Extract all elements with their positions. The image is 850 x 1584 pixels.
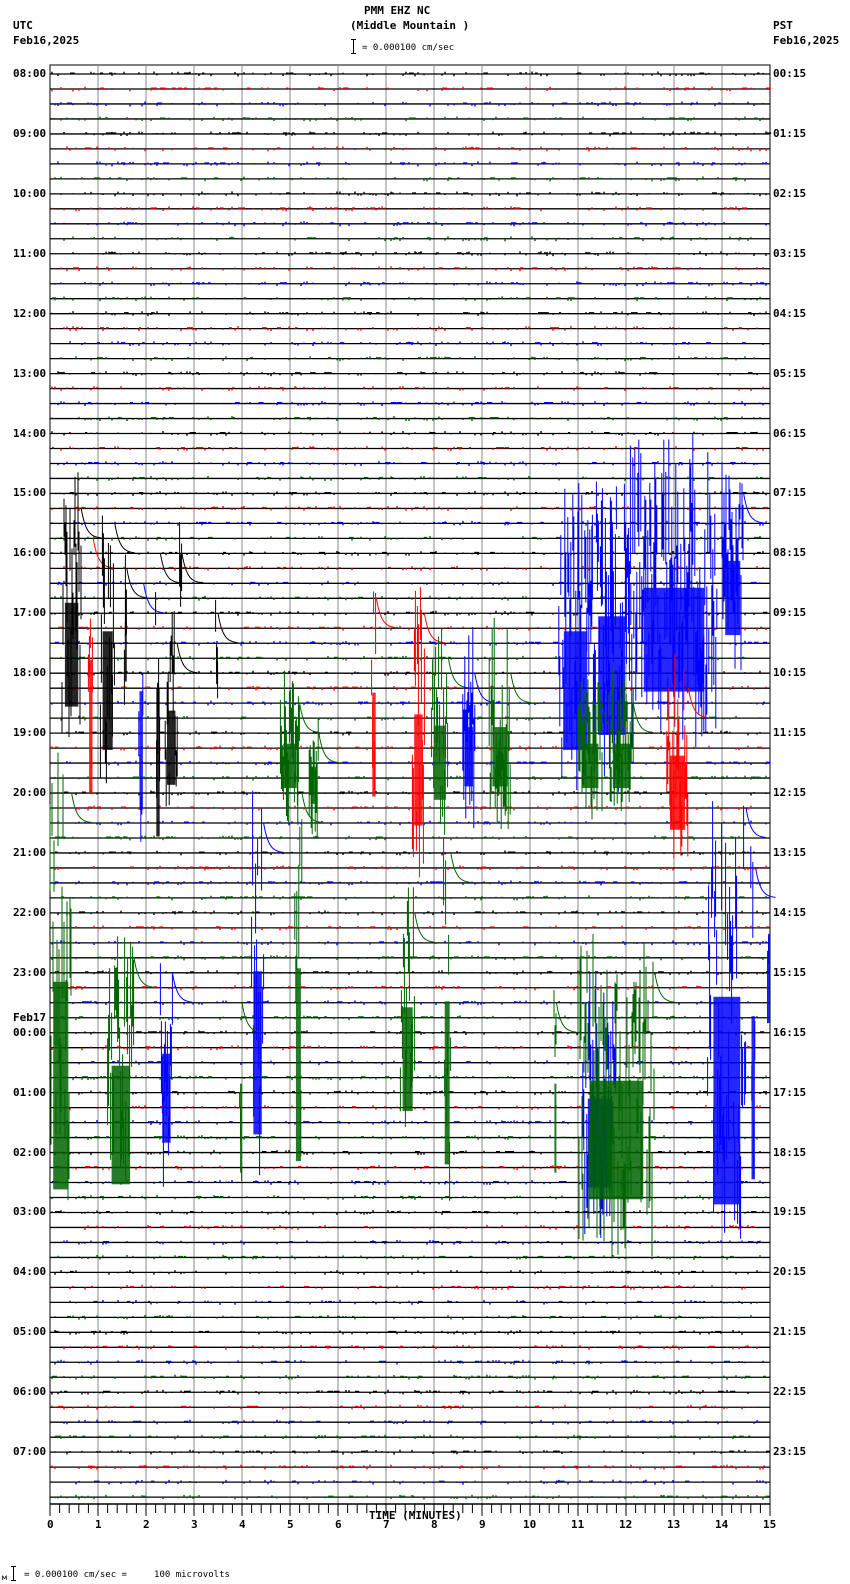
- date-change-label: Feb17: [13, 1010, 47, 1024]
- pst-hour-label: 00:15: [773, 67, 807, 80]
- utc-hour-label: 16:00: [13, 546, 47, 560]
- pst-hour-label: 08:15: [773, 546, 807, 560]
- left-timezone: UTC: [13, 19, 33, 32]
- pst-hour-label: 19:15: [773, 1205, 807, 1219]
- station-title: PMM EHZ NC: [364, 4, 431, 17]
- right-date: Feb16,2025: [773, 34, 840, 47]
- pst-hour-label: 06:15: [773, 426, 807, 440]
- pst-hour-label: 01:15: [773, 126, 807, 140]
- x-tick-label: 14: [715, 1518, 729, 1531]
- utc-hour-label: 07:00: [13, 1445, 47, 1459]
- x-tick-label: 2: [143, 1518, 150, 1531]
- utc-hour-label: 10:00: [13, 186, 47, 200]
- pst-hour-label: 12:15: [773, 786, 807, 800]
- pst-hour-label: 10:15: [773, 666, 807, 680]
- pst-hour-label: 20:15: [773, 1265, 807, 1279]
- x-tick-label: 10: [523, 1518, 537, 1531]
- pst-hour-label: 13:15: [773, 845, 807, 859]
- x-tick-label: 3: [191, 1518, 198, 1531]
- pst-hour-label: 14:15: [773, 905, 807, 919]
- pst-hour-label: 17:15: [773, 1085, 807, 1099]
- pst-hour-label: 03:15: [773, 246, 807, 260]
- pst-hour-label: 07:15: [773, 486, 807, 500]
- pst-hour-label: 23:15: [773, 1445, 807, 1459]
- x-axis-title: TIME (MINUTES): [369, 1509, 462, 1522]
- utc-hour-label: 14:00: [13, 426, 47, 440]
- utc-hour-label: 22:00: [13, 905, 47, 919]
- utc-hour-label: 05:00: [13, 1325, 47, 1339]
- x-tick-label: 1: [95, 1518, 102, 1531]
- x-tick-label: 7: [383, 1518, 390, 1531]
- utc-hour-label: 09:00: [13, 126, 47, 140]
- utc-hour-label: 20:00: [13, 786, 47, 800]
- x-tick-label: 5: [287, 1518, 294, 1531]
- x-tick-label: 15: [763, 1518, 777, 1531]
- utc-hour-label: 18:00: [13, 666, 47, 680]
- right-timezone: PST: [773, 19, 793, 32]
- utc-hour-label: 00:00: [13, 1025, 47, 1039]
- utc-hour-label: 21:00: [13, 845, 47, 859]
- pst-hour-label: 16:15: [773, 1025, 807, 1039]
- x-tick-label: 13: [667, 1518, 681, 1531]
- station-location: (Middle Mountain ): [350, 19, 470, 32]
- pst-hour-label: 11:15: [773, 726, 807, 740]
- utc-hour-label: 12:00: [13, 306, 47, 320]
- utc-hour-label: 23:00: [13, 965, 47, 979]
- utc-hour-label: 15:00: [13, 486, 47, 500]
- x-tick-label: 4: [239, 1518, 246, 1531]
- pst-hour-label: 09:15: [773, 606, 807, 620]
- utc-hour-label: 02:00: [13, 1145, 47, 1159]
- utc-hour-label: 01:00: [13, 1085, 47, 1099]
- x-tick-label: 11: [571, 1518, 585, 1531]
- footer-legend: = 0.000100 cm/sec = 100 microvolts: [24, 1570, 230, 1580]
- legend-prefix: м: [2, 1573, 7, 1582]
- x-tick-label: 6: [335, 1518, 342, 1531]
- pst-hour-label: 05:15: [773, 366, 807, 380]
- pst-hour-label: 18:15: [773, 1145, 807, 1159]
- utc-hour-label: 17:00: [13, 606, 47, 620]
- x-tick-label: 8: [431, 1518, 438, 1531]
- legend-scale-bar-icon: [11, 1566, 19, 1581]
- pst-hour-label: 22:15: [773, 1385, 807, 1399]
- utc-hour-label: 06:00: [13, 1385, 47, 1399]
- left-date: Feb16,2025: [13, 34, 80, 47]
- pst-hour-label: 15:15: [773, 965, 807, 979]
- pst-hour-label: 04:15: [773, 306, 807, 320]
- scale-bar-icon: [351, 39, 359, 54]
- utc-hour-label: 08:00: [13, 67, 47, 80]
- utc-hour-label: 04:00: [13, 1265, 47, 1279]
- utc-hour-label: 19:00: [13, 726, 47, 740]
- scale-label: = 0.000100 cm/sec: [362, 43, 455, 53]
- utc-hour-label: 13:00: [13, 366, 47, 380]
- utc-hour-label: 11:00: [13, 246, 47, 260]
- x-tick-label: 9: [479, 1518, 486, 1531]
- x-tick-label: 12: [619, 1518, 633, 1531]
- utc-hour-label: 03:00: [13, 1205, 47, 1219]
- pst-hour-label: 21:15: [773, 1325, 807, 1339]
- x-tick-label: 0: [47, 1518, 54, 1531]
- pst-hour-label: 02:15: [773, 186, 807, 200]
